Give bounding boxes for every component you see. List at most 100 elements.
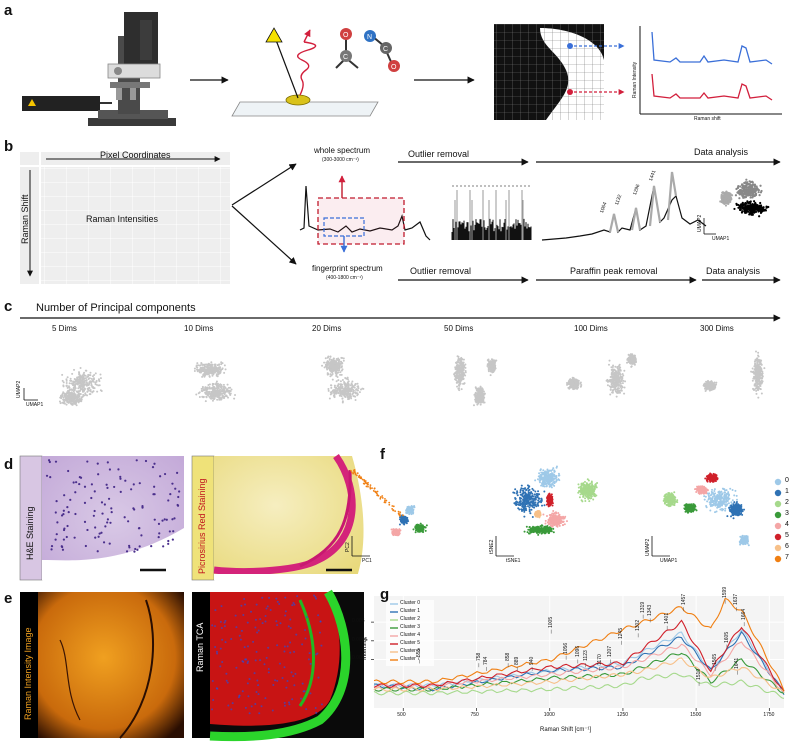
legend-label: 5 [785,532,789,539]
legend-entry: Cluster 5 [400,640,421,646]
arrow-b-up [231,163,297,206]
x-tick-label: 750 [470,712,479,718]
b-whole-spectrum: whole spectrum [314,146,371,155]
peak-label: 1401 [664,612,671,624]
x-tick-label: 1250 [616,712,629,718]
umap-dims-blob [321,355,365,404]
panel-letter-e: e [4,590,13,607]
laser-source [22,96,100,111]
umap-scatter [662,472,750,547]
b-raman-intensities: Raman Intensities [86,214,159,224]
raman-map [494,24,604,120]
b-raman-shift: Raman Shift [20,194,30,244]
b-whole-range: (300-3000 cm⁻¹) [322,157,359,163]
legend-label: 6 [785,543,789,550]
umap-dims-blob [565,353,637,398]
peak-label: 1096 [574,646,581,658]
legend-entry: Cluster 7 [400,656,421,662]
umap-dims-row [58,350,766,407]
legend-dot [774,489,782,497]
atom-label: C [383,46,388,53]
c-umap2: UMAP2 [16,380,22,398]
legend-entry: Cluster 4 [400,632,421,638]
c-dims-20: 20 Dims [312,324,342,333]
tsne-scatter [512,465,599,536]
panel-letter-g: g [380,586,390,603]
c-dims-50: 50 Dims [444,324,474,333]
b-paraffin-removal: Paraffin peak removal [570,266,658,276]
atom-label: N [367,34,372,41]
peak-label: 889 [514,656,521,665]
legend-entry: Cluster 0 [400,600,421,606]
legend-entry: Cluster 1 [400,608,421,614]
peak-label: 1207 [607,646,614,658]
panel-e [20,589,364,742]
cluster-legend [774,478,782,563]
panel-a: O C N C O [22,12,782,126]
peak-label: 1457 [680,594,687,606]
f-tsne1: tSNE1 [506,558,521,564]
c-dims-300: 300 Dims [700,324,734,333]
arrow-b-down [231,205,297,265]
c-title: Number of Principal components [36,302,196,314]
umap-dims-blob [702,350,766,399]
molecule-icon: O C N C O [335,28,400,72]
panel-b [20,152,781,284]
umap-scatter-small [719,178,770,218]
legend-dot [774,478,782,486]
peak-label: 1245 [618,627,625,639]
chart-ticks [371,621,770,711]
laser-warning-icon [28,99,36,106]
x-tick-label: 1750 [763,712,775,718]
panel-letter-d: d [4,456,14,473]
e-raman-intensity-image: Raman Intensity Image [23,627,33,720]
g-xlabel: Raman Shift [cm⁻¹] [540,727,592,733]
y-tick-label: 0.005 [352,655,365,662]
legend-dot [774,555,782,563]
panel-d [19,453,368,581]
peak-label: 758 [475,652,482,662]
peak-label: 1637 [733,594,740,606]
f-pc1: PC1 [362,558,372,564]
pr-image [214,456,368,580]
d-he-staining: H&E Staining [25,506,35,560]
peak-label: 858 [505,652,512,662]
spectra-plot [639,26,782,115]
peak-label: 1599 [722,586,729,598]
legend-dot [774,544,782,552]
panel-letter-a: a [4,2,13,19]
b-data-analysis-top: Data analysis [694,147,749,157]
f-umap1: UMAP1 [660,558,678,564]
legend-label: 2 [785,499,789,506]
legend-entry: Cluster 6 [400,648,421,654]
series-line [373,641,785,693]
legend-dot [774,511,782,519]
peak-label: 1005 [548,616,555,628]
peak-labels [419,599,745,686]
peak-label: 1605 [723,631,730,643]
peak-label: 1641 [734,657,741,669]
c-dims-5: 5 Dims [52,324,77,333]
e-raman-tca: Raman TCA [195,622,205,672]
atom-label: C [343,54,348,61]
c-dims-10: 10 Dims [184,324,214,333]
series-line [373,597,785,691]
peak-label: 1565 [712,653,719,665]
legend-label: 4 [785,521,789,528]
peak-label: 1664 [741,609,748,621]
sample-slide [231,27,379,117]
b-outlier-removal-bottom: Outlier removal [410,266,472,276]
peak-label: 1123 [582,650,589,662]
peak-label: 1343 [647,605,654,617]
f-pc2: PC2 [345,542,351,552]
spectrum-sketch [299,175,431,253]
raman-intensity-image [38,592,184,738]
b-data-analysis-bottom: Data analysis [706,266,761,276]
y-tick-label: 0.006 [352,618,365,625]
f-tsne2: tSNE2 [489,539,495,554]
x-tick-label: 1500 [690,712,702,718]
spectra-legend [386,600,434,666]
panel-f [349,465,782,563]
atom-label: O [343,32,349,39]
